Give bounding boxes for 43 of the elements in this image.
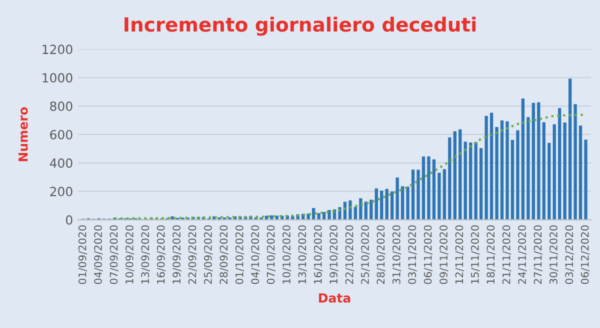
x-tick-label: 28/09/2020: [220, 225, 228, 284]
x-tick-label: 12/11/2020: [455, 225, 464, 284]
x-tick-label: 28/10/2020: [376, 225, 386, 284]
x-tick-label: 03/11/2020: [408, 225, 417, 284]
y-tick-label: 800: [50, 102, 72, 111]
y-tick-label: 400: [50, 158, 72, 168]
x-tick-label: 07/10/2020: [266, 225, 276, 284]
chart-title: Incremento giornaliero deceduti: [124, 16, 476, 36]
x-tick-label: 10/09/2020: [125, 225, 134, 284]
x-tick-label: 24/11/2020: [518, 225, 527, 284]
x-tick-label: 25/09/2020: [204, 225, 213, 284]
x-tick-label: 03/12/2020: [565, 225, 574, 284]
x-tick-label: 04/09/2020: [94, 225, 103, 284]
x-tick-label: 21/11/2020: [502, 225, 512, 284]
x-tick-label: 19/10/2020: [330, 225, 338, 284]
x-tick-label: 22/10/2020: [345, 225, 354, 284]
x-tick-label: 04/10/2020: [251, 225, 260, 284]
x-tick-label: 09/11/2020: [440, 225, 448, 284]
x-tick-label: 01/10/2020: [235, 225, 244, 284]
x-tick-label: 01/09/2020: [78, 225, 88, 284]
x-tick-label: 15/11/2020: [470, 225, 480, 284]
x-tick-label: 06/12/2020: [580, 225, 590, 284]
x-tick-label: 31/10/2020: [392, 225, 402, 284]
x-tick-label: 16/10/2020: [314, 225, 323, 284]
x-tick-label: 22/09/2020: [188, 225, 198, 284]
x-tick-label: 10/10/2020: [282, 225, 292, 284]
x-tick-label: 25/10/2020: [361, 225, 370, 284]
x-tick-label: 19/09/2020: [172, 225, 182, 284]
y-tick-label: 200: [50, 186, 72, 196]
y-tick-label: 600: [50, 130, 72, 140]
x-tick-label: 16/09/2020: [156, 225, 166, 284]
y-tick-label: 1000: [42, 73, 72, 83]
y-axis-title: Numero: [18, 107, 28, 162]
x-tick-label: 13/10/2020: [298, 225, 307, 284]
x-tick-label: 13/09/2020: [141, 225, 150, 284]
x-tick-label: 27/11/2020: [534, 225, 542, 284]
x-tick-label: 18/11/2020: [486, 225, 496, 284]
x-tick-label: 07/09/2020: [110, 225, 118, 284]
x-tick-label: 30/11/2020: [550, 225, 558, 284]
y-tick-label: 0: [66, 215, 72, 225]
x-axis-title: Data: [319, 293, 350, 303]
y-tick-label: 1200: [42, 44, 72, 54]
x-tick-label: 06/11/2020: [424, 225, 433, 284]
